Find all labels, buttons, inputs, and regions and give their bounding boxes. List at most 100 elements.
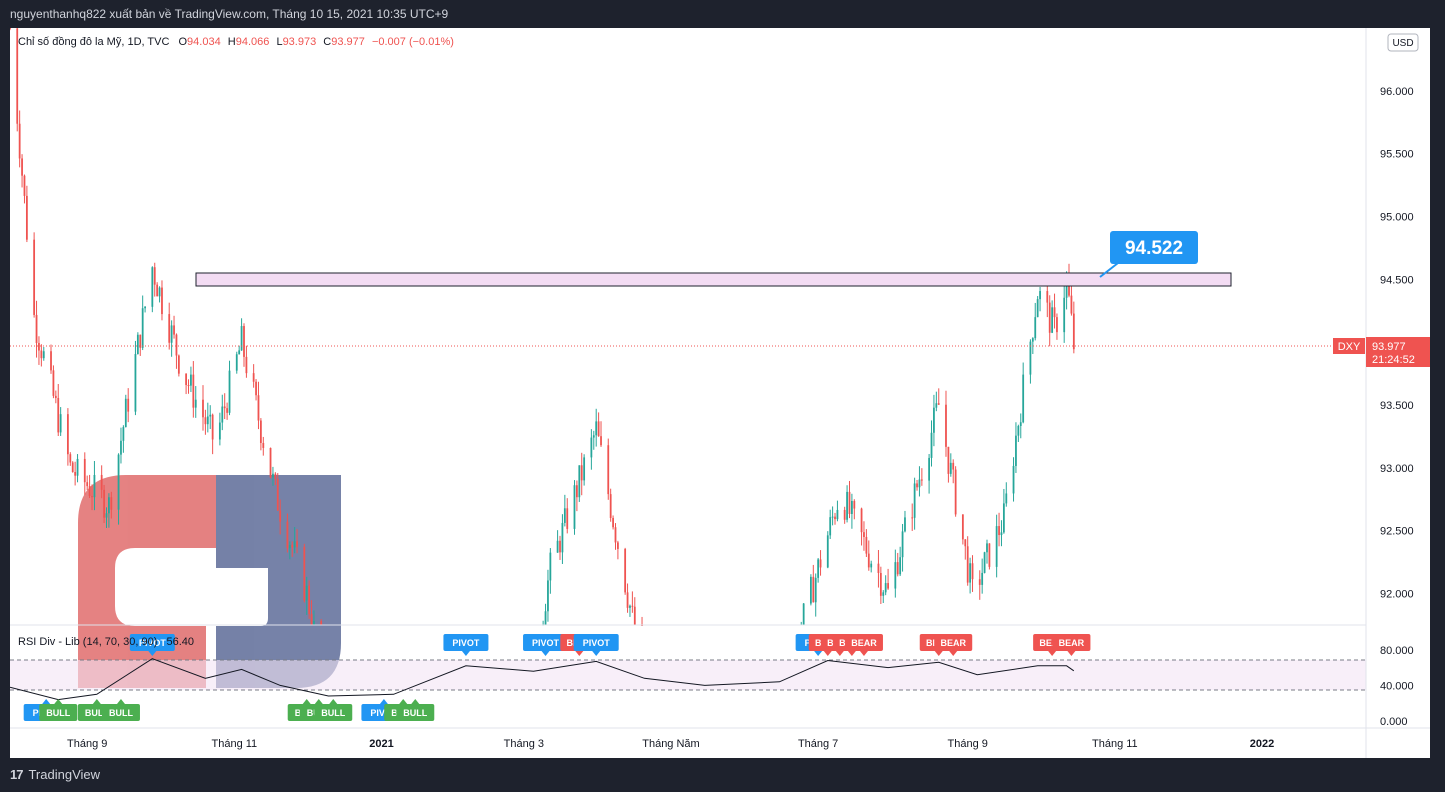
candle-body: [812, 576, 815, 603]
candle-body: [626, 592, 629, 608]
currency-button[interactable]: USD: [1387, 33, 1419, 52]
candle-body: [809, 576, 812, 604]
candle-body: [223, 406, 226, 409]
candle-body: [1072, 313, 1075, 350]
candle-body: [609, 494, 612, 518]
signal-pointer: [934, 651, 943, 656]
footer-brand: TradingView: [28, 767, 101, 782]
candle-body: [313, 621, 315, 625]
candle-body: [904, 517, 906, 532]
candle-body: [899, 557, 902, 575]
rsi-value: 56.40: [166, 636, 194, 648]
price-axis-label: 92.500: [1380, 526, 1414, 538]
signal-label: BEAR: [1059, 638, 1085, 648]
candle-body: [1022, 374, 1025, 423]
candle-body: [829, 517, 832, 536]
candle-body: [966, 546, 969, 583]
legend-c-label: C: [323, 36, 331, 48]
chart-area[interactable]: 96.00095.50095.00094.50094.00093.50093.0…: [9, 19, 1430, 758]
signal-layer: PIVOTBULLBULLBULLPIVOTBULLBULLBULLPIVOTB…: [23, 634, 1091, 721]
signal-pointer: [823, 651, 832, 656]
rsi-legend: RSI Div - Lib (14, 70, 30, 90) 56.40: [18, 636, 194, 648]
candle-body: [262, 442, 265, 448]
candle-body: [1012, 465, 1015, 494]
candle-body: [930, 432, 933, 458]
candle-body: [110, 497, 113, 510]
price-axis-label: 95.000: [1380, 212, 1414, 224]
signal-pointer: [314, 699, 323, 704]
callout-value: 94.522: [1125, 238, 1183, 259]
candle-body: [71, 462, 74, 472]
candle-body: [156, 284, 159, 297]
candle-body: [124, 398, 127, 428]
candle-body: [52, 370, 55, 396]
candle-body: [286, 521, 289, 549]
candle-body: [1002, 503, 1005, 533]
signal-bear: BEAR: [1052, 634, 1091, 656]
rsi-axis-label: 40.000: [1380, 680, 1414, 692]
candle-body: [269, 447, 272, 478]
candle-body: [168, 314, 171, 343]
legend-o-value: 94.034: [187, 36, 221, 48]
candle-body: [57, 397, 60, 433]
candle-body: [826, 535, 829, 568]
candle-body: [624, 548, 627, 593]
signal-pointer: [814, 651, 823, 656]
price-callout[interactable]: 94.522: [1099, 231, 1198, 278]
candle-body: [136, 334, 139, 355]
candle-body: [629, 605, 631, 608]
candle-body: [995, 526, 998, 567]
candle-body: [851, 500, 853, 514]
candle-body: [617, 542, 619, 549]
signal-label: BULL: [109, 708, 133, 718]
candle-body: [86, 482, 89, 487]
candle-body: [913, 483, 916, 518]
signal-label: BULL: [403, 708, 427, 718]
candle-body: [817, 559, 820, 578]
price-axis-label: 96.000: [1380, 86, 1414, 98]
candle-body: [228, 370, 231, 413]
ohlc-legend: Chỉ số đồng đô la Mỹ, 1D, TVC O94.034 H9…: [18, 36, 454, 48]
candle-body: [867, 553, 870, 568]
candle-body: [901, 531, 904, 558]
candle-body: [887, 583, 889, 589]
candle-body: [831, 516, 834, 518]
signal-pointer: [379, 699, 388, 704]
candle-body: [243, 326, 245, 357]
candle-body: [194, 399, 197, 408]
candle-body: [141, 308, 144, 348]
candle-body: [928, 457, 930, 481]
candle-body: [1063, 297, 1066, 333]
chart-svg[interactable]: 96.00095.50095.00094.50094.00093.50093.0…: [9, 19, 1430, 758]
candle-body: [580, 465, 583, 481]
signal-box: [844, 634, 883, 651]
candle-body: [144, 306, 146, 309]
candle-body: [83, 458, 86, 483]
resistance-zone[interactable]: [195, 272, 1232, 287]
signal-pointer: [541, 651, 550, 656]
tradingview-logo[interactable]: 17 TradingView: [10, 767, 100, 782]
candle-body: [896, 562, 899, 575]
candle-body: [238, 350, 241, 355]
candle-body: [226, 408, 229, 413]
signal-label: BULL: [85, 708, 109, 718]
candle-body: [190, 374, 192, 386]
candle-body: [563, 508, 566, 523]
candle-body: [100, 474, 103, 490]
candle-body: [76, 458, 79, 476]
candle-layer: [9, 19, 1075, 638]
signal-bull: BULL: [314, 699, 353, 721]
candle-body: [88, 486, 91, 497]
signal-box: [1052, 634, 1091, 651]
watermark-c-shape: [78, 475, 216, 688]
candle-body: [74, 471, 77, 476]
candle-body: [259, 420, 262, 443]
candle-body: [894, 562, 897, 589]
legend-h-label: H: [228, 36, 236, 48]
candle-body: [918, 479, 921, 488]
candle-body: [983, 552, 986, 573]
candle-body: [274, 473, 277, 479]
candle-body: [305, 585, 308, 601]
time-axis-label: Tháng 9: [67, 738, 107, 750]
candle-body: [38, 342, 40, 351]
